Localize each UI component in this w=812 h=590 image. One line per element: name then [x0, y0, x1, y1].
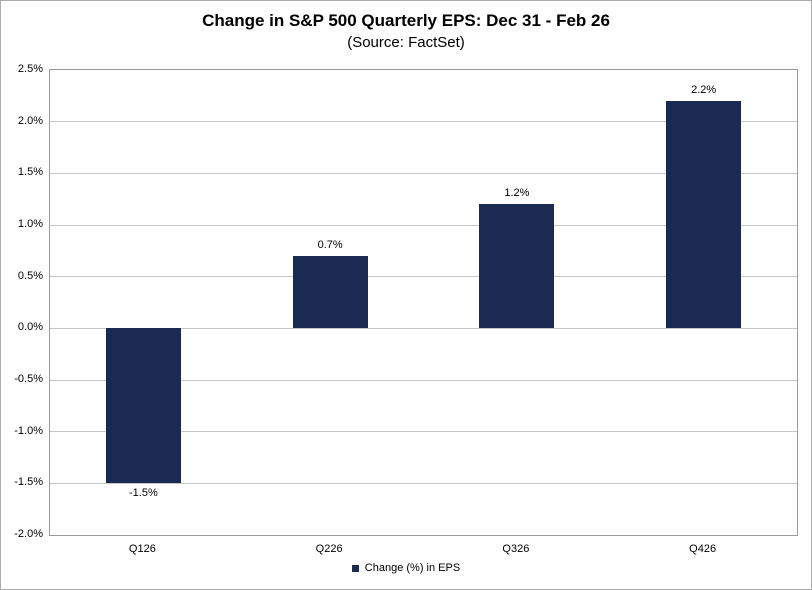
- bar-value-label: 0.7%: [317, 239, 343, 251]
- plot-area: -1.5% 0.7% 1.2% 2.2%: [49, 69, 798, 536]
- y-tick-label: 1.0%: [17, 218, 43, 230]
- y-tick-label: 0.5%: [17, 269, 43, 282]
- bar-value-label: 1.2%: [504, 187, 530, 200]
- y-tick-label: -0.5%: [14, 373, 43, 385]
- y-tick-label: 2.5%: [17, 63, 43, 75]
- y-tick-label: 1.5%: [17, 166, 43, 179]
- y-tick-label: 2.0%: [17, 114, 43, 127]
- y-tick-label: -1.5%: [14, 476, 43, 489]
- gridline: [50, 431, 797, 433]
- legend-marker-icon: [351, 564, 359, 572]
- bar-value-label: 2.2%: [691, 84, 717, 96]
- bar-q226: [292, 256, 368, 329]
- x-tick-label: Q426: [689, 543, 717, 555]
- bar-q126: [105, 328, 181, 484]
- chart-subtitle: (Source: FactSet): [347, 34, 465, 51]
- gridline: [50, 276, 797, 278]
- chart-title: Change in S&P 500 Quarterly EPS: Dec 31 …: [202, 11, 610, 30]
- gridline: [50, 482, 797, 484]
- gridline: [50, 379, 797, 381]
- y-tick-label: -1.0%: [14, 424, 43, 437]
- gridline: [50, 121, 797, 123]
- y-tick-label: -2.0%: [14, 528, 43, 540]
- legend: Change (%) in EPS: [1, 562, 811, 574]
- x-tick-label: Q126: [128, 543, 156, 555]
- gridline: [50, 327, 797, 329]
- x-tick-label: Q326: [502, 543, 530, 555]
- gridline: [50, 172, 797, 174]
- x-tick-label: Q226: [315, 543, 343, 555]
- bar-q326: [479, 204, 555, 329]
- gridline: [50, 224, 797, 226]
- bar-value-label: -1.5%: [129, 487, 158, 500]
- y-tick-label: 0.0%: [17, 321, 43, 334]
- legend-label: Change (%) in EPS: [364, 562, 461, 574]
- bar-q426: [666, 101, 742, 329]
